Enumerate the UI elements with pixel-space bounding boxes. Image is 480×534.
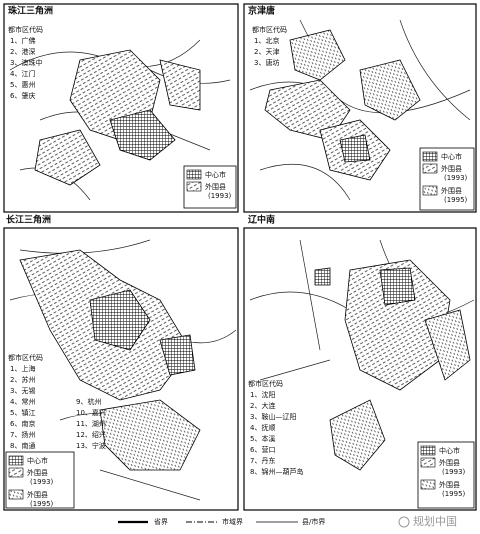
key-swatch bbox=[8, 489, 24, 500]
key-swatch bbox=[8, 467, 24, 478]
key-note: (1993) bbox=[442, 468, 466, 476]
region bbox=[99, 399, 201, 471]
metro-code: 13、宁波 bbox=[76, 441, 106, 450]
key-label: 外围县 bbox=[441, 164, 462, 173]
panel-title: 京津唐 bbox=[248, 5, 275, 17]
region bbox=[34, 129, 101, 186]
region bbox=[89, 289, 151, 351]
metro-code: 5、本溪 bbox=[250, 434, 275, 443]
footer-label: 县/市界 bbox=[302, 517, 325, 526]
panel-title: 珠江三角洲 bbox=[8, 5, 53, 17]
metro-code: 2、港深 bbox=[10, 47, 35, 56]
key-note: (1995) bbox=[442, 490, 466, 498]
key-swatch bbox=[420, 457, 436, 468]
panel-frame bbox=[243, 3, 477, 213]
metro-code: 9、杭州 bbox=[76, 397, 101, 406]
footer-label: 省界 bbox=[154, 517, 168, 526]
metro-code: 2、天津 bbox=[254, 48, 279, 56]
region bbox=[329, 399, 386, 471]
key-label: 外围县 bbox=[439, 480, 460, 489]
metro-code: 2、苏州 bbox=[10, 375, 35, 384]
key-swatch bbox=[422, 151, 438, 162]
metro-code: 3、唐坊 bbox=[254, 58, 279, 67]
metro-code: 3、鞍山—辽阳 bbox=[250, 412, 296, 421]
key-swatch bbox=[420, 479, 436, 490]
region bbox=[314, 267, 331, 286]
key-label: 外围县 bbox=[441, 186, 462, 195]
region bbox=[344, 259, 451, 391]
metro-code: 1、上海 bbox=[10, 364, 35, 373]
key-label: 中心市 bbox=[439, 446, 460, 455]
panel-frame bbox=[3, 227, 239, 511]
key-swatch bbox=[420, 445, 436, 456]
region bbox=[359, 59, 421, 121]
key-label: 外围县 bbox=[439, 458, 460, 467]
metro-code: 10、嘉兴 bbox=[76, 408, 106, 417]
region bbox=[289, 29, 346, 81]
legend-title: 都市区代码 bbox=[252, 25, 287, 34]
panel-frame bbox=[243, 227, 477, 511]
legend-title: 都市区代码 bbox=[8, 25, 43, 34]
metro-code: 3、澳珠中 bbox=[10, 58, 42, 67]
panel-title: 辽中南 bbox=[248, 214, 275, 226]
legend-title: 都市区代码 bbox=[8, 353, 43, 362]
key-note: (1993) bbox=[208, 192, 232, 200]
key-note: (1995) bbox=[30, 500, 54, 508]
metro-code: 5、惠州 bbox=[10, 80, 35, 89]
metro-code: 6、营口 bbox=[250, 445, 275, 454]
key-label: 外围县 bbox=[27, 468, 48, 477]
metro-code: 2、大连 bbox=[250, 401, 275, 410]
key-swatch bbox=[422, 163, 438, 174]
legend-title: 都市区代码 bbox=[248, 379, 283, 388]
metro-code: 1、广佛 bbox=[10, 36, 35, 45]
metro-code: 8、锦州—葫芦岛 bbox=[250, 467, 303, 476]
region bbox=[379, 267, 416, 306]
key-label: 中心市 bbox=[205, 170, 226, 179]
watermark-icon bbox=[398, 516, 410, 528]
region bbox=[159, 334, 196, 376]
metro-code: 4、常州 bbox=[10, 397, 35, 406]
metro-code: 7、丹东 bbox=[250, 456, 275, 465]
metro-code: 7、扬州 bbox=[10, 430, 35, 439]
metro-code: 6、南京 bbox=[10, 419, 35, 428]
key-label: 外围县 bbox=[27, 490, 48, 499]
panel-title: 长江三角洲 bbox=[6, 214, 51, 226]
key-swatch bbox=[8, 455, 24, 466]
region bbox=[339, 134, 371, 163]
metro-code: 1、北京 bbox=[254, 36, 279, 45]
region bbox=[109, 109, 176, 161]
key-swatch bbox=[186, 181, 202, 192]
metro-code: 8、南通 bbox=[10, 441, 35, 450]
key-label: 中心市 bbox=[27, 456, 48, 465]
metro-code: 3、无锡 bbox=[10, 386, 35, 395]
region bbox=[424, 309, 471, 381]
watermark: 规划中国 bbox=[413, 514, 457, 528]
key-note: (1993) bbox=[444, 174, 468, 182]
key-note: (1995) bbox=[444, 196, 468, 204]
metro-code: 1、沈阳 bbox=[250, 390, 275, 399]
key-label: 中心市 bbox=[441, 152, 462, 161]
metro-code: 5、镇江 bbox=[10, 408, 35, 417]
map-shapes bbox=[9, 19, 475, 501]
region bbox=[159, 59, 201, 111]
metro-code: 4、抚顺 bbox=[250, 423, 275, 432]
key-swatch bbox=[422, 185, 438, 196]
metro-code: 12、绍兴 bbox=[76, 430, 106, 439]
metro-code: 11、湖州 bbox=[76, 419, 106, 428]
panel-frame bbox=[3, 3, 239, 213]
key-note: (1993) bbox=[30, 478, 54, 486]
key-swatch bbox=[186, 169, 202, 180]
footer-label: 市域界 bbox=[222, 517, 243, 526]
metro-code: 4、江门 bbox=[10, 69, 35, 78]
metro-code: 6、肇庆 bbox=[10, 91, 35, 100]
key-label: 外围县 bbox=[205, 182, 226, 191]
